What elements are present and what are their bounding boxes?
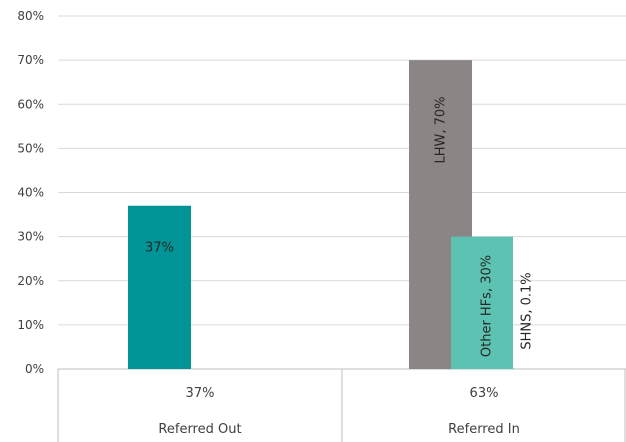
category-name-label: Referred In (448, 422, 520, 437)
data-label: SHNS, 0.1% (520, 272, 535, 349)
bar (513, 368, 515, 370)
bar (128, 205, 191, 369)
y-tick-label: 10% (17, 318, 44, 332)
y-tick-label: 0% (25, 362, 44, 376)
data-labels: 37% LHW, 70% Other HFs, 30% SHNS, 0.1% (145, 96, 534, 357)
category-total-label: 63% (470, 386, 499, 401)
category-name-label: Referred Out (158, 422, 241, 437)
y-tick-label: 30% (17, 230, 44, 244)
y-tick-label: 60% (17, 97, 44, 111)
data-label: 37% (145, 241, 174, 256)
bars (128, 60, 515, 370)
bar (451, 236, 513, 369)
y-axis-ticks: 0% 10% 20% 30% 40% 50% 60% 70% 80% (17, 9, 44, 376)
category-table: 37% Referred Out 63% Referred In (57, 368, 626, 442)
y-tick-label: 70% (17, 53, 44, 67)
y-tick-label: 50% (17, 141, 44, 155)
y-tick-label: 40% (17, 186, 44, 200)
category-total-label: 37% (186, 386, 215, 401)
data-label: Other HFs, 30% (480, 255, 495, 357)
y-tick-label: 80% (17, 9, 44, 23)
data-label: LHW, 70% (434, 96, 449, 163)
y-tick-label: 20% (17, 274, 44, 288)
